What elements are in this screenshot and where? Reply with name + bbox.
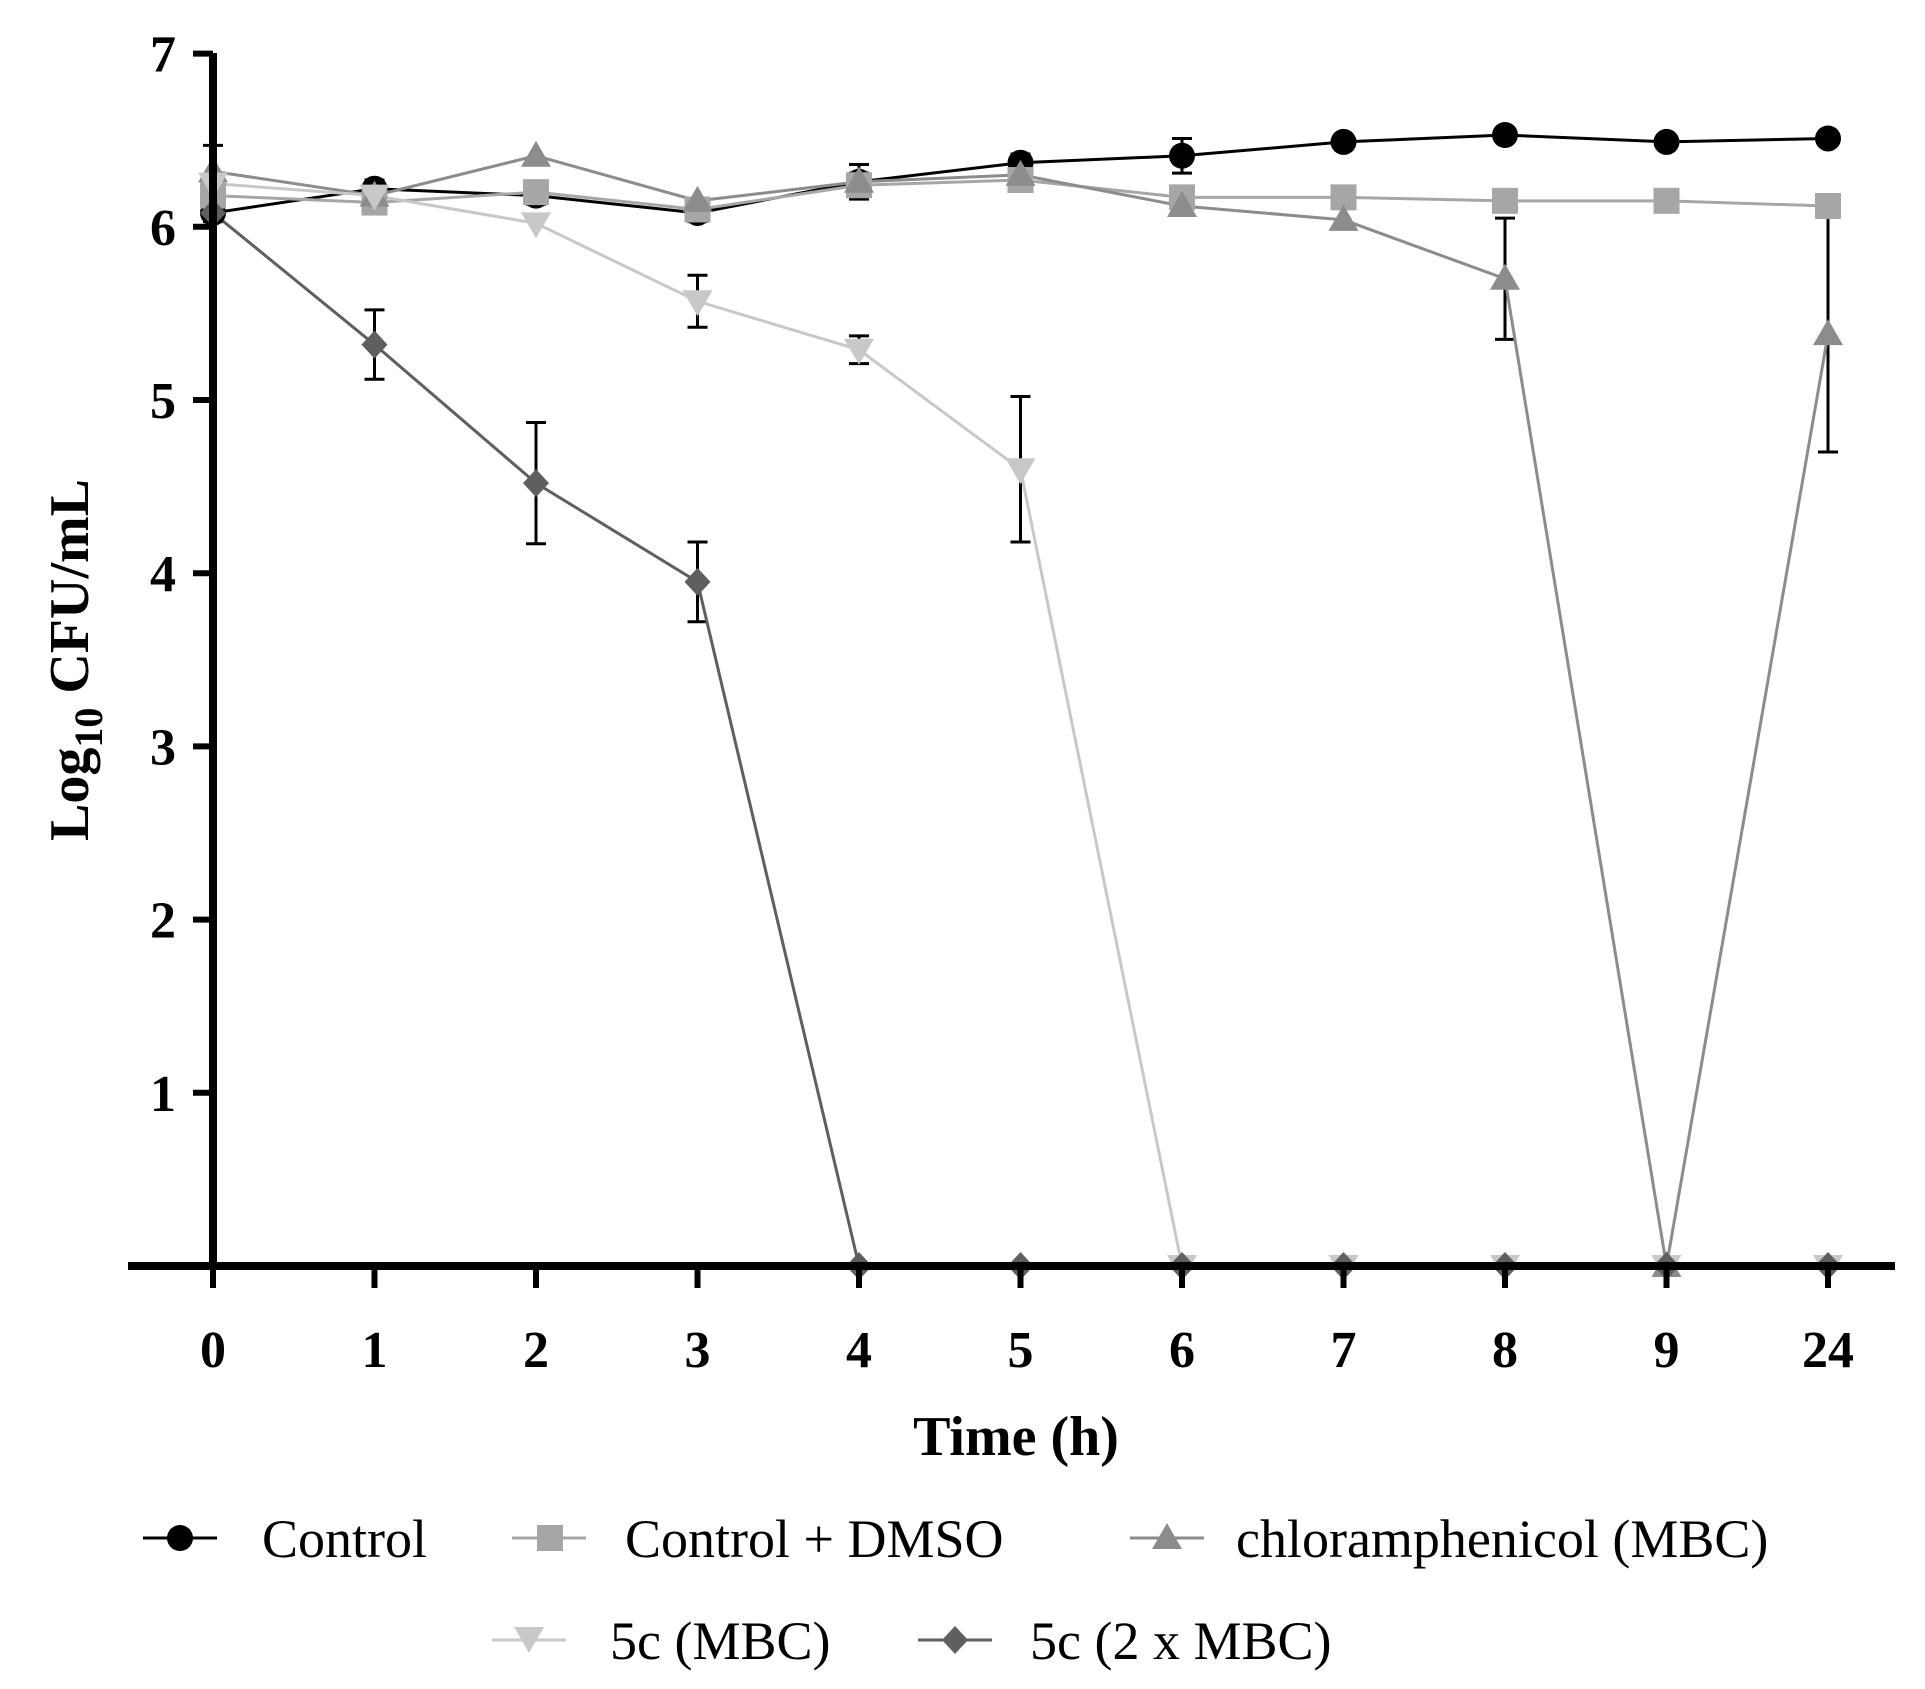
legend-label-5c-2x-mbc: 5c (2 x MBC) bbox=[1030, 1611, 1331, 1671]
point-chloramphenicol-mbc-7 bbox=[1328, 204, 1359, 231]
y-tick-label-6: 6 bbox=[150, 200, 176, 257]
y-ticks: 1 2 3 4 5 6 7 bbox=[150, 27, 213, 1123]
point-control-10 bbox=[1815, 125, 1841, 152]
x-tick-label-6: 6 bbox=[1169, 1322, 1195, 1379]
point-control-8 bbox=[1492, 122, 1518, 149]
point-chloramphenicol-mbc-5 bbox=[1005, 159, 1036, 186]
series-line-5c-2-x-mbc bbox=[212, 211, 1828, 1268]
legend-label-5c-mbc: 5c (MBC) bbox=[610, 1611, 830, 1671]
x-tick-label-9: 9 bbox=[1654, 1322, 1680, 1379]
axes bbox=[128, 53, 1895, 1270]
x-tick-label-2: 2 bbox=[523, 1322, 549, 1379]
legend-item-5c-2x-mbc: 5c (2 x MBC) bbox=[918, 1611, 1331, 1671]
point-5c-2-x-mbc-3 bbox=[684, 567, 711, 596]
point-chloramphenicol-mbc-4 bbox=[844, 166, 874, 193]
x-ticks: 0 1 2 3 4 5 6 7 8 9 24 bbox=[200, 1266, 1854, 1379]
point-5c-mbc-4 bbox=[844, 338, 874, 365]
y-tick-label-5: 5 bbox=[150, 373, 176, 430]
point-5c-mbc-2 bbox=[521, 212, 551, 239]
y-tick-label-3: 3 bbox=[150, 719, 176, 776]
y-axis-title-prefix: Log bbox=[39, 748, 101, 841]
legend-label-control: Control bbox=[262, 1509, 427, 1569]
point-5c-mbc-3 bbox=[682, 290, 713, 317]
y-axis-title-suffix: CFU/mL bbox=[39, 479, 101, 708]
point-control-7 bbox=[1330, 128, 1357, 155]
legend-marker-control-dmso bbox=[537, 1525, 563, 1551]
point-control-9 bbox=[1653, 128, 1680, 155]
x-tick-label-8: 8 bbox=[1492, 1322, 1518, 1379]
y-tick-label-1: 1 bbox=[150, 1066, 176, 1123]
point-chloramphenicol-mbc-10 bbox=[1813, 319, 1843, 346]
x-tick-label-7: 7 bbox=[1331, 1322, 1357, 1379]
x-tick-label-0: 0 bbox=[200, 1322, 226, 1379]
y-tick-label-7: 7 bbox=[150, 27, 176, 84]
y-tick-label-4: 4 bbox=[150, 546, 176, 603]
series-lines-layer bbox=[212, 133, 1830, 1268]
legend-item-5c-mbc: 5c (MBC) bbox=[492, 1611, 830, 1671]
y-axis-title-subscript: 10 bbox=[66, 708, 111, 748]
legend-marker-chloramphenicol bbox=[1152, 1523, 1182, 1549]
legend-item-control: Control bbox=[143, 1509, 427, 1569]
point-chloramphenicol-mbc-3 bbox=[682, 185, 713, 212]
x-tick-label-24: 24 bbox=[1802, 1322, 1854, 1379]
x-tick-label-3: 3 bbox=[685, 1322, 711, 1379]
x-tick-label-4: 4 bbox=[846, 1322, 872, 1379]
legend-item-control-dmso: Control + DMSO bbox=[512, 1509, 1004, 1569]
error-bars-layer bbox=[203, 128, 1838, 624]
legend-marker-5c-mbc bbox=[514, 1627, 544, 1653]
y-tick-label-2: 2 bbox=[150, 893, 176, 950]
point-chloramphenicol-mbc-6 bbox=[1167, 191, 1197, 218]
point-5c-2-x-mbc-1 bbox=[361, 330, 388, 359]
legend-marker-5c-2x-mbc bbox=[942, 1626, 968, 1654]
point-control-dmso-8 bbox=[1492, 187, 1518, 214]
point-control-dmso-2 bbox=[523, 179, 549, 206]
point-5c-2-x-mbc-2 bbox=[523, 469, 549, 498]
legend-label-chloramphenicol: chloramphenicol (MBC) bbox=[1236, 1509, 1768, 1569]
x-tick-label-1: 1 bbox=[362, 1322, 388, 1379]
point-5c-mbc-1 bbox=[359, 184, 390, 211]
legend-marker-control bbox=[167, 1525, 193, 1551]
point-control-6 bbox=[1169, 142, 1195, 169]
point-chloramphenicol-mbc-2 bbox=[521, 140, 551, 167]
x-axis-title: Time (h) bbox=[913, 1406, 1119, 1468]
x-tick-label-5: 5 bbox=[1008, 1322, 1034, 1379]
point-5c-mbc-5 bbox=[1005, 458, 1036, 485]
series-line-5c-mbc bbox=[212, 182, 1828, 1268]
point-control-dmso-10 bbox=[1815, 193, 1841, 220]
y-axis-title: Log10 CFU/mL bbox=[39, 479, 111, 841]
legend: Control Control + DMSO chloramphenicol (… bbox=[143, 1509, 1768, 1671]
point-chloramphenicol-mbc-8 bbox=[1490, 263, 1520, 290]
series-markers-layer bbox=[198, 122, 1843, 1281]
legend-label-control-dmso: Control + DMSO bbox=[625, 1509, 1004, 1569]
point-control-dmso-9 bbox=[1653, 187, 1680, 214]
legend-item-chloramphenicol: chloramphenicol (MBC) bbox=[1130, 1509, 1768, 1569]
series-line-chloramphenicol-mbc bbox=[212, 154, 1830, 1267]
